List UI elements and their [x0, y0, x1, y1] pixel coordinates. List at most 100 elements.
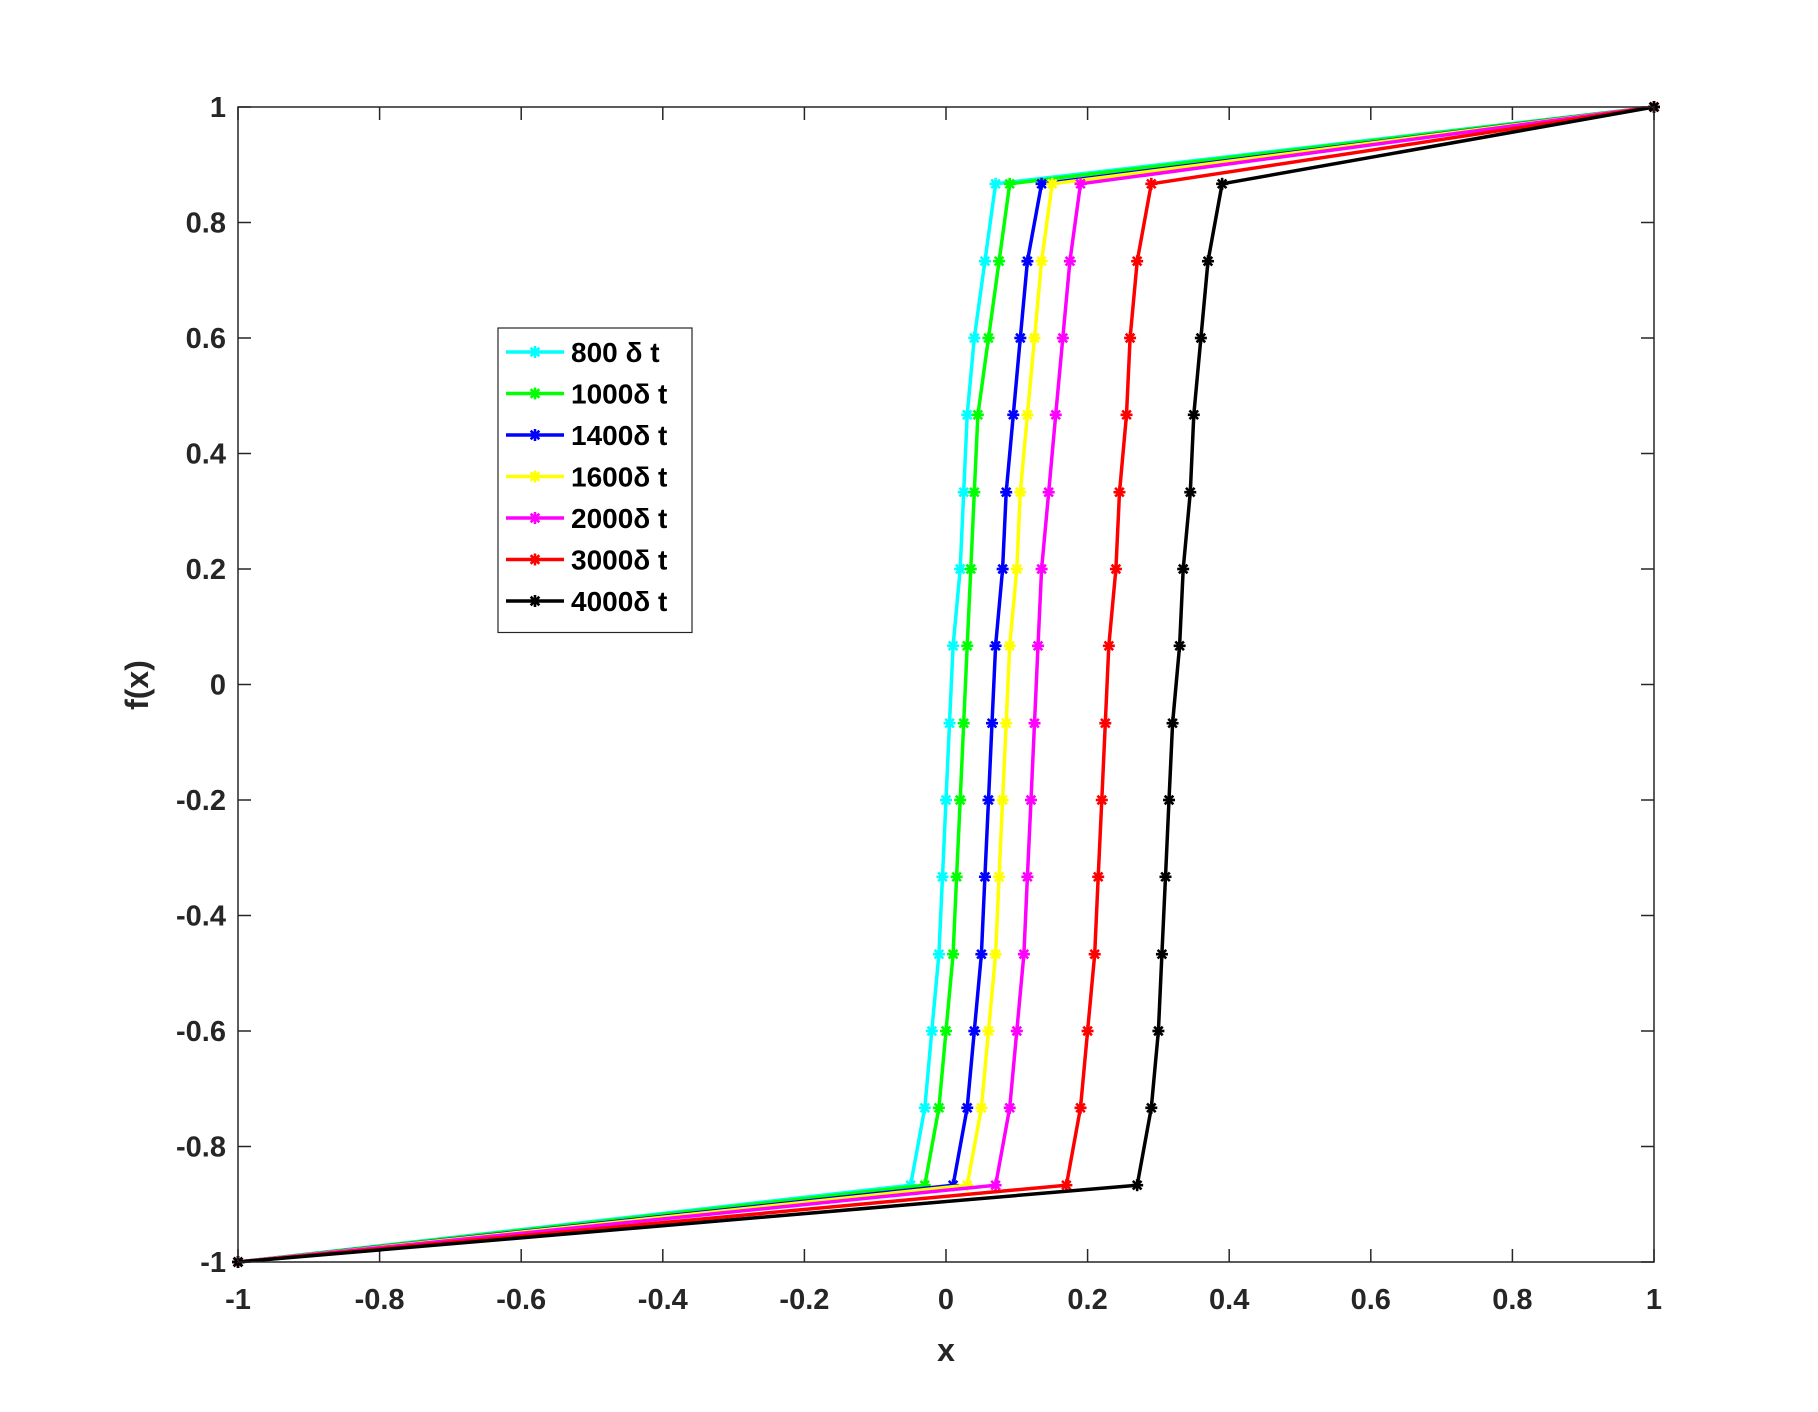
data-point — [993, 255, 1006, 268]
y-tick-label: -1 — [200, 1247, 226, 1279]
data-point — [1035, 563, 1048, 575]
data-point — [1003, 177, 1016, 190]
plot-background — [238, 107, 1654, 1262]
x-tick-label: 0.4 — [1209, 1284, 1249, 1316]
data-point — [1003, 639, 1016, 652]
data-point — [1131, 1179, 1144, 1192]
legend-label: 3000δ t — [571, 545, 667, 576]
data-point — [1216, 177, 1229, 190]
legend-item: 1400δ t — [506, 420, 667, 451]
series-line — [237, 105, 1655, 1264]
data-point — [1021, 255, 1034, 268]
legend-item: 3000δ t — [506, 545, 667, 576]
data-point — [986, 717, 999, 730]
series-line — [237, 105, 1655, 1264]
data-point — [1155, 948, 1168, 961]
data-point — [1035, 177, 1048, 190]
data-point — [968, 332, 981, 344]
data-point — [1024, 794, 1037, 806]
legend-marker — [529, 512, 541, 524]
data-point — [982, 1025, 995, 1037]
series-6 — [232, 101, 1660, 1268]
data-point — [961, 639, 974, 652]
legend-item: 2000δ t — [506, 503, 667, 534]
legend-label: 1400δ t — [571, 420, 667, 451]
data-point — [968, 1025, 981, 1037]
data-point — [957, 486, 970, 499]
data-point — [1152, 1025, 1165, 1037]
data-point — [1124, 332, 1137, 344]
legend-item: 1600δ t — [506, 462, 667, 493]
legend-item: 4000δ t — [506, 586, 667, 617]
legend-item: 800 δ t — [506, 337, 660, 368]
series-line — [237, 105, 1655, 1264]
y-tick-label: 0.2 — [186, 554, 226, 586]
series-5 — [232, 101, 1660, 1268]
series-line — [237, 105, 1655, 1264]
data-point — [947, 948, 960, 961]
data-point — [1014, 332, 1027, 344]
data-point — [943, 717, 956, 730]
legend-label: 1000δ t — [571, 379, 667, 410]
data-point — [932, 948, 945, 961]
data-point — [1032, 639, 1045, 652]
data-point — [1046, 177, 1059, 190]
legend: 800 δ t 1000δ t 1400δ t 1600δ t 2000δ t 3000δ… — [497, 327, 693, 634]
data-point — [1007, 408, 1020, 421]
data-point — [1145, 1101, 1158, 1114]
data-point — [1017, 948, 1030, 961]
data-point — [1145, 177, 1158, 190]
series-line — [237, 105, 1655, 1264]
data-point — [1099, 717, 1112, 730]
y-tick-label: 0.8 — [186, 208, 226, 240]
data-point — [989, 177, 1002, 190]
data-point — [989, 639, 1002, 652]
data-point — [940, 1025, 952, 1037]
data-point — [1000, 486, 1013, 499]
data-point — [1010, 563, 1023, 575]
legend-label: 2000δ t — [571, 503, 667, 534]
x-tick-label: 1 — [1646, 1284, 1662, 1316]
y-axis-label: f(x) — [119, 660, 155, 710]
data-point — [975, 948, 988, 961]
data-point — [996, 794, 1009, 806]
data-point — [1173, 639, 1186, 652]
data-point — [936, 870, 949, 883]
legend-marker — [529, 346, 541, 358]
x-axis-label: x — [937, 1332, 955, 1368]
data-point — [1194, 332, 1207, 344]
plot-frame — [237, 106, 1655, 1263]
data-point — [957, 717, 970, 730]
legend-marker — [529, 553, 541, 566]
data-point — [1028, 717, 1041, 730]
data-point — [1000, 717, 1013, 730]
data-point — [1049, 408, 1062, 421]
data-point — [1042, 486, 1055, 499]
data-point — [1021, 870, 1034, 883]
data-point — [1063, 255, 1076, 268]
legend-label: 1600δ t — [571, 462, 667, 493]
data-point — [982, 332, 995, 344]
data-point — [1166, 717, 1179, 730]
x-tick-label: 0 — [938, 1284, 954, 1316]
x-tick-label: -1 — [225, 1284, 251, 1316]
legend-item: 1000δ t — [506, 379, 667, 410]
data-point — [1021, 408, 1034, 421]
series-1 — [232, 101, 1660, 1268]
x-tick-label: 0.6 — [1351, 1284, 1391, 1316]
y-tick-label: 1 — [210, 92, 226, 124]
x-tick-label: 0.8 — [1492, 1284, 1532, 1316]
tick-labels: -1 -0.8 -0.6 -0.4 -0.2 0 0.2 0.4 0.6 0.8 1 1 0.8 0.6 0… — [176, 92, 1662, 1316]
data-point — [1003, 1101, 1016, 1114]
data-point — [1201, 255, 1214, 268]
data-point — [954, 794, 967, 806]
data-point — [1014, 486, 1027, 499]
x-tick-label: -0.6 — [496, 1284, 546, 1316]
data-point — [978, 870, 991, 883]
data-point — [1131, 255, 1144, 268]
data-point — [1177, 563, 1190, 575]
data-point — [989, 948, 1002, 961]
data-point — [961, 408, 974, 421]
data-point — [1095, 794, 1108, 806]
data-point — [993, 870, 1006, 883]
